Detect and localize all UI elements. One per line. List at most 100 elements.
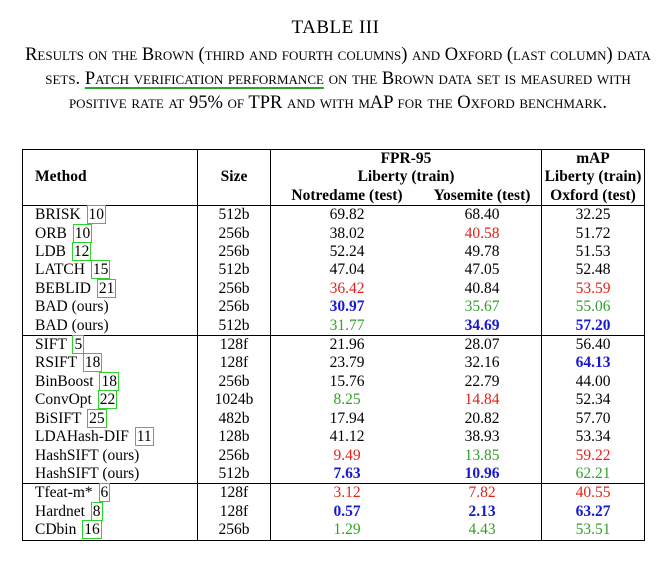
yosemite-value: 34.69 (464, 316, 500, 334)
size-cell: 256b (197, 224, 271, 244)
citation-link[interactable]: 8 (90, 501, 103, 521)
notredame-value: 8.25 (270, 391, 423, 410)
oxford-value: 40.55 (541, 483, 645, 503)
fpr95-header: FPR-95 (270, 149, 542, 169)
fpr-train-header: Liberty (train) (270, 168, 542, 187)
method-cell: LDB 12 (22, 242, 198, 262)
method-name: HashSIFT (ours) (35, 446, 140, 464)
citation-link[interactable]: 16 (82, 520, 102, 540)
citation-link[interactable]: 21 (96, 278, 117, 298)
header-row-1: Method Size FPR-95 mAP (22, 148, 645, 206)
table-row: RSIFT 18 128f 23.79 32.16 64.13 (22, 353, 645, 373)
oxford-value: 57.20 (541, 316, 645, 336)
notredame-value: 7.63 (270, 464, 423, 484)
method-name: ORB (35, 224, 67, 242)
oxford-value: 52.34 (541, 391, 645, 410)
method-cell: BEBLID 21 (22, 278, 198, 299)
oxford-value: 64.13 (541, 354, 645, 373)
method-name: BRISK (35, 206, 81, 224)
citation-link[interactable]: 6 (98, 483, 111, 503)
table-row: SIFT 5 128f 21.96 28.07 56.40 (22, 335, 645, 355)
table-row: BinBoost 18 256b 15.76 22.79 44.00 (22, 371, 645, 392)
method-cell: BinBoost 18 (22, 371, 198, 392)
table-row: Tfeat-m* 6 128f 3.12 7.82 40.55 (22, 483, 645, 503)
citation-link[interactable]: 22 (97, 390, 118, 410)
size-cell: 256b (197, 279, 271, 299)
notredame-value: 1.29 (270, 521, 423, 541)
citation-link[interactable]: 10 (86, 205, 107, 225)
oxford-value: 63.27 (541, 502, 645, 522)
method-cell: ORB 10 (22, 223, 198, 244)
oxford-value: 52.48 (541, 261, 645, 280)
notredame-value: 47.04 (270, 261, 423, 280)
citation-link[interactable]: 11 (134, 427, 154, 447)
method-cell: HashSIFT (ours) (22, 464, 198, 484)
table-caption: Results on the Brown (third and fourth c… (18, 43, 658, 115)
oxford-value: 44.00 (541, 372, 645, 392)
notredame-value: 38.02 (270, 224, 423, 244)
yosemite-value: 35.67 (464, 298, 500, 316)
table-row: BAD (ours) 512b 31.77 34.69 57.20 (22, 316, 645, 336)
oxford-header: Oxford (test) (541, 186, 645, 207)
oxford-value: 62.21 (541, 464, 645, 484)
table-row: LATCH 15 512b 47.04 47.05 52.48 (22, 260, 645, 280)
table-body: BRISK 10 512b 69.82 68.40 32.25 ORB 10 256b 38.… (22, 205, 645, 541)
yosemite-value: 13.85 (464, 446, 500, 464)
size-cell: 128f (197, 354, 271, 373)
size-cell: 128f (197, 502, 271, 522)
table-row: BRISK 10 512b 69.82 68.40 32.25 (22, 205, 645, 225)
notredame-value: 36.42 (270, 279, 423, 299)
caption-text-part2: on the Brown data set is measured with p… (68, 69, 631, 113)
notredame-value: 52.24 (270, 243, 423, 262)
size-cell: 256b (197, 298, 271, 317)
citation-link[interactable]: 15 (90, 260, 111, 280)
size-cell: 256b (197, 243, 271, 262)
method-cell: BAD (ours) (22, 316, 198, 336)
citation-link[interactable]: 12 (71, 242, 92, 262)
method-name: BAD (ours) (35, 316, 109, 334)
yosemite-value: 2.13 (468, 502, 496, 520)
size-cell: 512b (197, 464, 271, 484)
table-row: HashSIFT (ours) 256b 9.49 13.85 59.22 (22, 446, 645, 465)
notredame-header: Notredame (test) (270, 186, 423, 207)
method-name: BAD (ours) (35, 298, 109, 316)
method-cell: Tfeat-m* 6 (22, 483, 198, 503)
oxford-value: 51.53 (541, 243, 645, 262)
size-header: Size (197, 148, 271, 206)
table-row: HashSIFT (ours) 512b 7.63 10.96 62.21 (22, 464, 645, 484)
citation-link[interactable]: 18 (82, 353, 103, 373)
oxford-value: 55.06 (541, 298, 645, 317)
citation-link[interactable]: 18 (99, 371, 119, 391)
header-row-2: Liberty (train) Liberty (train) (23, 168, 645, 187)
yosemite-value: 7.82 (423, 483, 542, 503)
notredame-value: 41.12 (270, 428, 423, 447)
notredame-value: 23.79 (270, 354, 423, 373)
map-header: mAP (541, 149, 645, 169)
method-cell: SIFT 5 (22, 335, 198, 355)
method-cell: BAD (ours) (22, 298, 198, 317)
yosemite-value: 38.93 (464, 428, 500, 446)
method-cell: Hardnet 8 (22, 501, 198, 522)
oxford-value: 59.22 (541, 446, 645, 465)
yosemite-value: 20.82 (464, 409, 500, 427)
method-cell: LATCH 15 (22, 260, 198, 280)
size-cell: 128f (197, 483, 271, 503)
notredame-value: 30.97 (270, 298, 423, 317)
method-name: BiSIFT (35, 409, 82, 427)
yosemite-value: 68.40 (464, 206, 500, 224)
method-name: ConvOpt (35, 391, 92, 409)
notredame-value: 15.76 (270, 372, 423, 392)
method-name: BEBLID (35, 279, 91, 297)
table-row: BEBLID 21 256b 36.42 40.84 53.59 (22, 278, 645, 299)
table-number: TABLE III (291, 17, 380, 38)
yosemite-value: 4.43 (423, 521, 542, 541)
notredame-value: 9.49 (270, 446, 423, 465)
table-row: BiSIFT 25 482b 17.94 20.82 57.70 (22, 408, 645, 429)
citation-link[interactable]: 5 (72, 335, 85, 355)
method-cell: BRISK 10 (22, 205, 198, 225)
method-cell: BiSIFT 25 (22, 408, 198, 429)
oxford-value: 56.40 (541, 335, 645, 355)
citation-link[interactable]: 10 (72, 223, 93, 243)
citation-link[interactable]: 25 (87, 408, 107, 428)
